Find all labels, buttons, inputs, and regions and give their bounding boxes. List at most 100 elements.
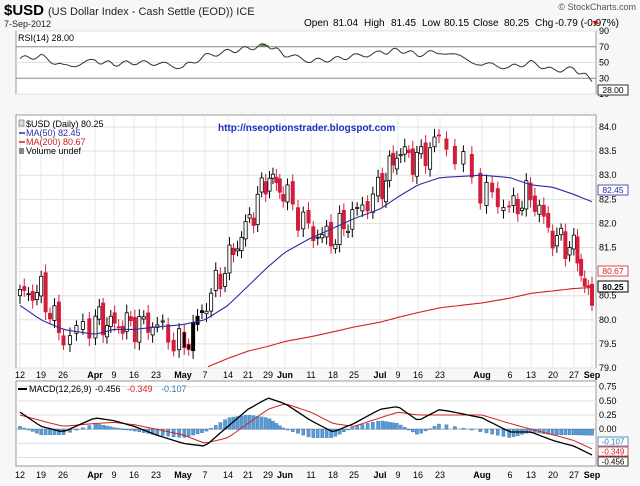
legend-ma50: MA(50) 82.45 (26, 128, 81, 138)
candle (537, 199, 542, 223)
x-tick-label: 16 (129, 470, 139, 480)
candle-body (52, 305, 57, 321)
macd-histogram-bar (182, 428, 187, 438)
candle-body (563, 231, 568, 259)
ohlc-summary: Open 81.04 High 81.45 Low 80.15 Close 80… (304, 18, 619, 29)
candle (17, 284, 22, 304)
blog-url-link[interactable]: http://nseoptionstrader.blogspot.com (218, 123, 395, 134)
candle (243, 214, 248, 247)
macd-histogram-bar (572, 428, 576, 436)
candle-body (432, 136, 437, 148)
candle-body (116, 326, 121, 329)
candle-body (204, 310, 209, 315)
candle (166, 317, 171, 350)
macd-histogram-bar (274, 423, 279, 430)
macd-histogram-bar (306, 428, 311, 438)
x-tick-label: 27 (569, 470, 579, 480)
macd-histogram-bar (350, 427, 355, 430)
macd-histogram-bar (541, 428, 546, 434)
candle (380, 167, 385, 207)
candle (554, 227, 559, 253)
candle (56, 294, 61, 341)
macd-histogram-bar (496, 428, 500, 436)
price-tick-label: 82.5 (599, 194, 617, 204)
ohlc-high-label: High (364, 18, 385, 29)
macd-histogram (18, 415, 594, 438)
signal-badge-text: -0.349 (602, 448, 625, 457)
macd-histogram-bar (575, 428, 580, 436)
candle-body (490, 182, 495, 193)
candle-body (380, 173, 385, 200)
macd-histogram-bar (200, 428, 204, 433)
candle-body (186, 343, 191, 351)
candle (546, 206, 551, 233)
macd-histogram-bar (133, 428, 137, 432)
x-tick-label: Jun (277, 470, 293, 480)
macd-histogram-bar (324, 428, 329, 438)
candle (550, 224, 555, 257)
candle (571, 228, 576, 256)
x-tick-label: 12 (15, 470, 25, 480)
ma50-line (19, 174, 593, 335)
macd-histogram-bar (43, 428, 48, 436)
macd-histogram-bar (263, 417, 268, 430)
macd-histogram-bar (195, 428, 200, 435)
candle (141, 310, 146, 325)
signal-legend-value: -0.349 (127, 384, 153, 394)
macd-histogram-bar (333, 428, 338, 437)
x-tick-label: 23 (435, 470, 445, 480)
candle-body (511, 195, 516, 206)
histogram-legend-value: -0.107 (161, 384, 187, 394)
macd-tick-label: 0.00 (599, 424, 617, 434)
candle (93, 309, 98, 346)
candle-legend-icon (18, 119, 25, 127)
macd-tick-label: 0.75 (599, 382, 617, 392)
macd-histogram-bar (128, 428, 133, 431)
macd-histogram-bar (586, 428, 591, 436)
x-tick-label: 25 (349, 370, 359, 380)
candle (414, 145, 419, 184)
candle (270, 167, 275, 185)
macd-histogram-bar (453, 426, 457, 430)
candle (80, 313, 85, 335)
macd-histogram-bar (559, 428, 563, 436)
candle-body (259, 177, 264, 193)
candle-body (315, 236, 320, 239)
rsi-line (19, 43, 593, 82)
macd-histogram-bar (301, 428, 306, 436)
candle (541, 197, 546, 224)
x-tick-label: 7 (202, 470, 207, 480)
candle-body (495, 188, 500, 208)
candle (490, 176, 495, 199)
candle (520, 200, 525, 216)
candle (484, 174, 489, 214)
x-tick-label: Sep (584, 370, 601, 380)
candle-body (274, 176, 279, 184)
candle (247, 207, 252, 223)
price-legend: $USD (Daily) 80.25 MA(50) 82.45 MA(200) … (18, 119, 104, 156)
candle (61, 329, 66, 350)
macd-histogram-bar (567, 428, 572, 436)
macd-histogram-bar (478, 428, 483, 432)
x-tick-label: 13 (526, 470, 536, 480)
macd-histogram-bar (255, 416, 260, 430)
macd-histogram-bar (470, 428, 474, 431)
macd-histogram-bar (315, 428, 320, 438)
x-tick-label: Aug (473, 370, 491, 380)
macd-histogram-bar (365, 423, 370, 430)
candle (507, 200, 512, 213)
candle (532, 187, 537, 217)
candle (22, 278, 27, 297)
candle-body (128, 316, 133, 322)
candle (567, 240, 572, 262)
candle-body (195, 315, 200, 325)
macd-histogram-bar (112, 427, 117, 430)
candle-body (166, 324, 171, 343)
candle (97, 298, 102, 326)
candle (223, 266, 228, 293)
macd-legend-label: MACD(12,26,9) (29, 384, 92, 394)
rsi-tick-label: 50 (599, 58, 609, 68)
macd-histogram-bar (428, 428, 432, 430)
rsi-grid (16, 30, 596, 95)
macd-histogram-bar (511, 428, 516, 437)
